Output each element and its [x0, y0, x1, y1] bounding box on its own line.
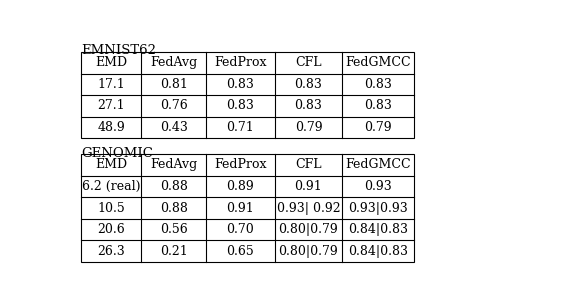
- Text: 27.1: 27.1: [98, 100, 125, 112]
- Text: 0.80|0.79: 0.80|0.79: [278, 223, 338, 236]
- Text: 0.70: 0.70: [227, 223, 254, 236]
- Text: 0.71: 0.71: [227, 121, 254, 134]
- Text: 26.3: 26.3: [97, 245, 125, 258]
- Text: 0.83: 0.83: [364, 100, 392, 112]
- Text: 0.83: 0.83: [226, 78, 254, 91]
- Text: EMNIST62: EMNIST62: [81, 44, 156, 57]
- Text: 0.89: 0.89: [227, 180, 254, 193]
- Text: CFL: CFL: [295, 56, 322, 69]
- Text: 0.76: 0.76: [160, 100, 188, 112]
- Text: 10.5: 10.5: [97, 202, 125, 214]
- Text: 17.1: 17.1: [97, 78, 125, 91]
- Text: 0.93: 0.93: [364, 180, 392, 193]
- Text: 0.83: 0.83: [226, 100, 254, 112]
- Text: 0.79: 0.79: [295, 121, 322, 134]
- Text: 0.56: 0.56: [160, 223, 188, 236]
- Text: 48.9: 48.9: [97, 121, 125, 134]
- Text: 20.6: 20.6: [97, 223, 125, 236]
- Text: 0.65: 0.65: [227, 245, 254, 258]
- Text: GENOMIC: GENOMIC: [81, 147, 154, 160]
- Text: 0.83: 0.83: [295, 78, 322, 91]
- Text: 0.83: 0.83: [364, 78, 392, 91]
- Text: 0.88: 0.88: [159, 202, 188, 214]
- Text: FedAvg: FedAvg: [150, 56, 197, 69]
- Text: 0.84|0.83: 0.84|0.83: [348, 223, 408, 236]
- Text: 0.83: 0.83: [295, 100, 322, 112]
- Bar: [81, 52, 414, 138]
- Text: 0.93|0.93: 0.93|0.93: [348, 202, 408, 214]
- Text: FedAvg: FedAvg: [150, 158, 197, 171]
- Text: FedGMCC: FedGMCC: [345, 158, 411, 171]
- Text: 0.79: 0.79: [364, 121, 392, 134]
- Text: 0.43: 0.43: [159, 121, 188, 134]
- Text: 6.2 (real): 6.2 (real): [82, 180, 141, 193]
- Text: 0.93| 0.92: 0.93| 0.92: [277, 202, 340, 214]
- Text: 0.91: 0.91: [295, 180, 322, 193]
- Text: FedGMCC: FedGMCC: [345, 56, 411, 69]
- Bar: [81, 154, 414, 262]
- Text: FedProx: FedProx: [214, 56, 267, 69]
- Text: EMD: EMD: [96, 56, 128, 69]
- Text: 0.81: 0.81: [159, 78, 188, 91]
- Text: 0.91: 0.91: [227, 202, 254, 214]
- Text: 0.88: 0.88: [159, 180, 188, 193]
- Text: 0.21: 0.21: [160, 245, 188, 258]
- Text: 0.84|0.83: 0.84|0.83: [348, 245, 408, 258]
- Text: FedProx: FedProx: [214, 158, 267, 171]
- Text: EMD: EMD: [96, 158, 128, 171]
- Text: CFL: CFL: [295, 158, 322, 171]
- Text: 0.80|0.79: 0.80|0.79: [278, 245, 338, 258]
